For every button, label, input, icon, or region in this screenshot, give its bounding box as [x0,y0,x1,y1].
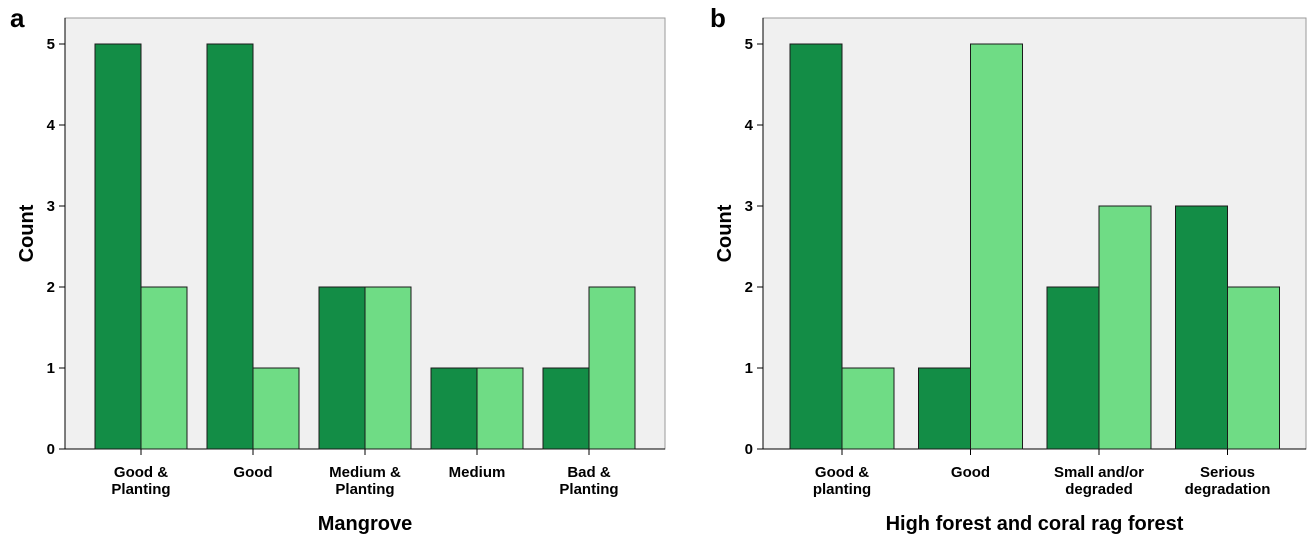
y-tick-label: 5 [47,36,55,53]
x-tick-label: Medium [449,464,506,481]
y-tick-label: 5 [745,36,753,53]
chart-panel-a: a 0 1 2 3 4 5 Good & Planting Good Medium & Plantin… [10,3,666,535]
y-axis-title: Count [16,204,38,262]
y-tick-label: 4 [47,117,56,134]
bar-dark-2 [1046,286,1100,450]
chart-panel-b: b 0 1 2 3 4 5 Good & planting Good Small and/or deg… [710,3,1307,535]
bar-light-1 [252,367,300,450]
x-tick-label: Serious degradation [1185,464,1271,498]
bar-dark-4 [542,367,590,450]
y-tick-label: 4 [745,117,754,134]
bar-dark-3 [1175,205,1228,450]
x-tick-label: Small and/or degraded [1054,464,1144,498]
panel-label: a [10,3,25,33]
y-tick-label: 1 [47,360,55,377]
x-tick-label: Good [951,464,990,481]
y-tick-label: 2 [745,279,753,296]
bar-dark-0 [94,43,142,450]
bar-light-4 [588,286,636,450]
bar-light-3 [1227,286,1280,450]
bar-dark-2 [318,286,366,450]
bar-light-1 [970,43,1023,450]
x-tick-label: Good [233,464,272,481]
bar-light-0 [841,367,895,450]
y-tick-label: 3 [745,198,753,215]
y-axis-title: Count [714,204,736,262]
x-axis-title: High forest and coral rag forest [886,513,1184,535]
bar-dark-0 [789,43,843,450]
y-tick-label: 1 [745,360,753,377]
panel-label: b [710,3,726,33]
x-tick-label: Good & Planting [111,464,170,498]
x-axis-title: Mangrove [318,513,412,535]
bar-light-3 [476,367,524,450]
bar-light-2 [364,286,412,450]
y-tick-label: 2 [47,279,55,296]
bar-light-0 [140,286,188,450]
x-tick-label: Medium & Planting [329,464,401,498]
y-tick-label: 3 [47,198,55,215]
bar-dark-3 [430,367,478,450]
x-tick-label: Bad & Planting [559,464,618,498]
bar-dark-1 [918,367,971,450]
bar-dark-1 [206,43,254,450]
bar-light-2 [1098,205,1152,450]
x-tick-label: Good & planting [813,464,871,498]
y-tick-label: 0 [745,441,753,458]
y-tick-label: 0 [47,441,55,458]
